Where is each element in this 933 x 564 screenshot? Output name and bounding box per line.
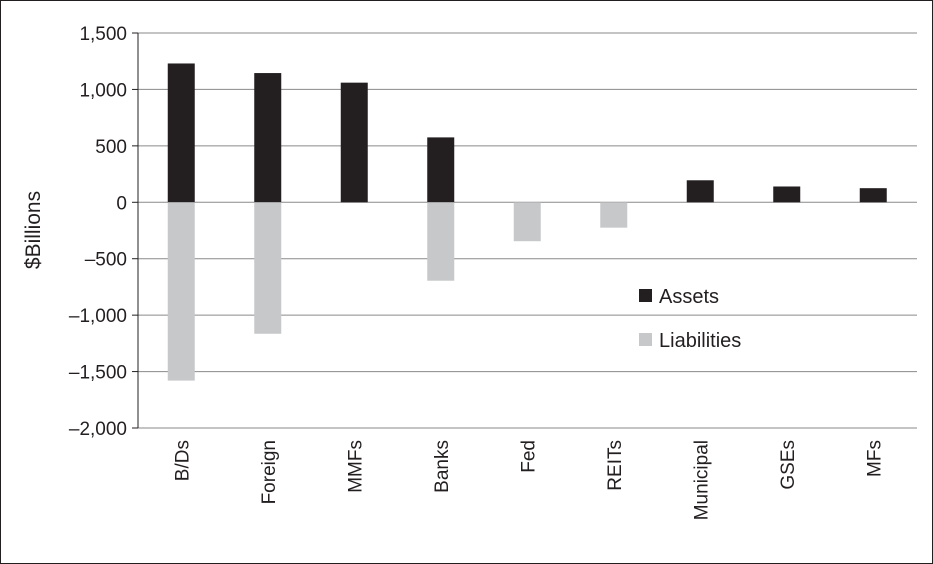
x-tick-label: Fed <box>518 440 539 473</box>
x-tick-label: MMFs <box>345 440 366 493</box>
bar-assets-foreign <box>254 73 282 203</box>
x-tick-label: MFs <box>864 440 885 477</box>
bar-liabilities-fed <box>513 202 541 242</box>
x-tick-label: Foreign <box>259 440 280 504</box>
y-axis-ticks: 1,500 1,000 500 0 –500 –1,000 –1,500 –2,000 <box>69 24 138 440</box>
legend-label-assets: Assets <box>659 286 719 308</box>
y-tick-label: 500 <box>95 137 127 158</box>
y-tick-label: –1,500 <box>69 363 127 384</box>
bars <box>167 63 887 381</box>
y-tick-label: –1,000 <box>69 306 127 327</box>
bar-liabilities-banks <box>427 202 455 281</box>
x-axis-ticks: B/Ds Foreign MMFs Banks Fed REITs Municipal GSE… <box>172 440 885 520</box>
bar-assets-gses <box>773 186 801 203</box>
bar-assets-municipal <box>686 180 714 203</box>
y-tick-label: 1,000 <box>79 80 127 101</box>
x-tick-label: Banks <box>432 440 453 493</box>
bar-liabilities-b-ds <box>167 202 195 381</box>
bar-liabilities-foreign <box>254 202 282 334</box>
bar-assets-mmfs <box>340 82 368 203</box>
bar-liabilities-reits <box>600 202 628 228</box>
y-tick-label: 0 <box>116 193 127 214</box>
x-tick-label: B/Ds <box>172 440 193 481</box>
legend-label-liabilities: Liabilities <box>659 330 741 352</box>
y-tick-label: –2,000 <box>69 419 127 440</box>
y-tick-label: –500 <box>85 250 127 271</box>
x-tick-label: GSEs <box>778 440 799 490</box>
legend: Assets Liabilities <box>639 286 741 352</box>
x-tick-label: REITs <box>605 440 626 491</box>
bar-assets-b-ds <box>167 63 195 203</box>
bar-assets-mfs <box>859 188 887 203</box>
legend-swatch-liabilities <box>639 333 652 346</box>
bar-assets-banks <box>427 137 455 203</box>
x-tick-label: Municipal <box>691 440 712 520</box>
y-axis-label: $Billions <box>22 191 45 269</box>
legend-swatch-assets <box>639 289 652 302</box>
y-tick-label: 1,500 <box>79 24 127 45</box>
